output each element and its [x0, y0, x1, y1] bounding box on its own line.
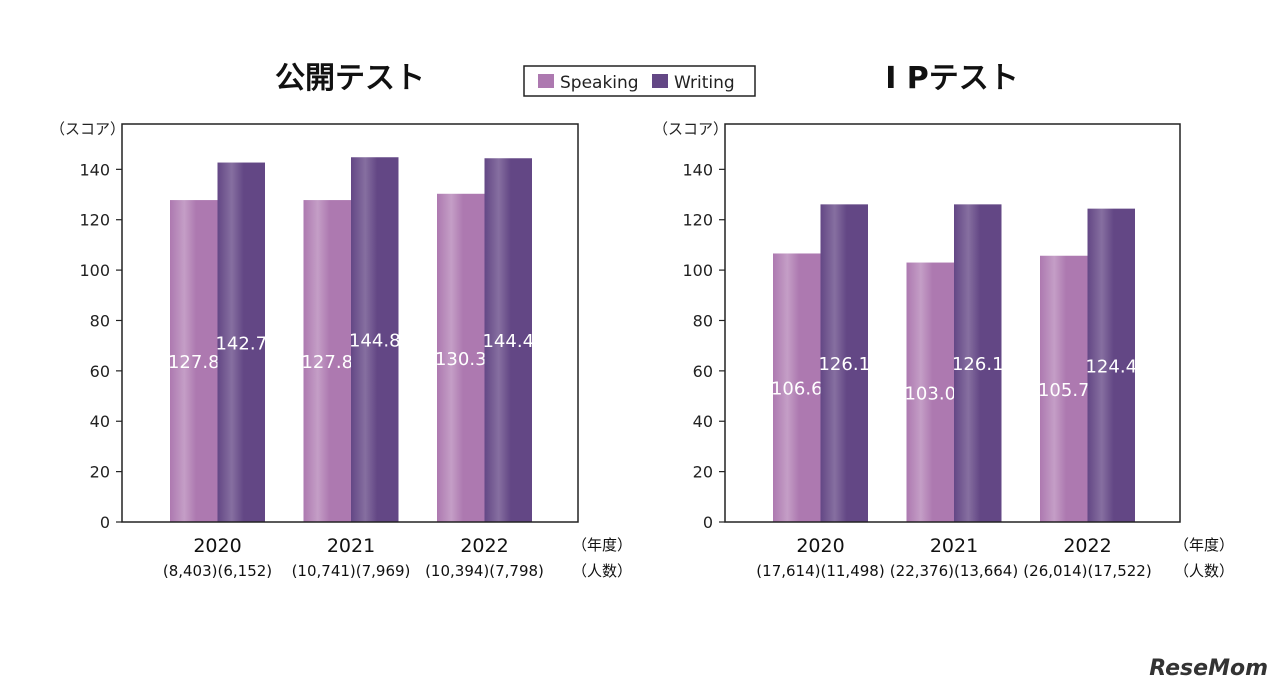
y-tick-label: 20 — [693, 463, 713, 482]
legend-label-writing: Writing — [674, 73, 735, 93]
data-label: 130.3 — [435, 349, 487, 370]
y-tick-label: 100 — [682, 261, 713, 280]
y-tick-label: 40 — [90, 412, 110, 431]
count-label: (10,741)(7,969) — [292, 562, 411, 580]
bar-writing — [484, 158, 532, 522]
x-tick-label: 2022 — [460, 535, 508, 557]
y-tick-label: 80 — [693, 311, 713, 330]
x-tick-label: 2020 — [796, 535, 844, 557]
chart-title: I Pテスト — [885, 61, 1019, 96]
legend-box — [523, 65, 756, 97]
data-label: 106.6 — [771, 379, 823, 400]
chart-title: 公開テスト — [275, 61, 425, 96]
plot-frame — [121, 123, 579, 523]
y-tick-label: 20 — [90, 463, 110, 482]
bar-writing — [1087, 208, 1135, 522]
bar-writing — [954, 204, 1002, 522]
data-label: 142.7 — [215, 333, 267, 354]
bar-writing — [820, 204, 868, 522]
count-label: (22,376)(13,664) — [890, 562, 1018, 580]
count-label: (17,614)(11,498) — [756, 562, 884, 580]
y-tick-label: 120 — [79, 211, 110, 230]
data-label: 144.4 — [482, 331, 534, 352]
data-label: 127.8 — [168, 352, 220, 373]
x-tick-label: 2020 — [193, 535, 241, 557]
data-label: 127.8 — [301, 352, 353, 373]
data-label: 103.0 — [904, 383, 956, 404]
bar-writing — [217, 162, 265, 522]
count-unit-label: （人数） — [572, 562, 632, 580]
y-tick-label: 0 — [100, 513, 110, 532]
chart-1: 公開テスト（スコア）020406080100120140127.8142.720… — [50, 61, 632, 580]
y-tick-label: 40 — [693, 412, 713, 431]
y-tick-label: 100 — [79, 261, 110, 280]
y-tick-label: 140 — [79, 160, 110, 179]
x-unit-label: （年度） — [572, 536, 632, 554]
y-tick-label: 140 — [682, 160, 713, 179]
chart-2: I Pテスト （スコア） 0 20 40 60 80 100 120 140 106.6 126.1 2… — [653, 61, 1234, 580]
count-label: (26,014)(17,522) — [1023, 562, 1151, 580]
data-label: 105.7 — [1038, 380, 1090, 401]
x-unit-label: （年度） — [1174, 536, 1234, 554]
bar-speaking — [906, 262, 954, 522]
data-label: 126.1 — [952, 354, 1004, 375]
y-tick-label: 60 — [90, 362, 110, 381]
x-tick-label: 2021 — [930, 535, 978, 557]
x-tick-label: 2022 — [1063, 535, 1111, 557]
y-tick-label: 80 — [90, 311, 110, 330]
legend-swatch-speaking — [538, 74, 554, 88]
y-axis-label: （スコア） — [50, 120, 125, 138]
bar-speaking — [303, 200, 351, 522]
legend-label-speaking: Speaking — [560, 73, 639, 93]
plot-frame — [724, 123, 1181, 523]
bar-writing — [351, 157, 399, 523]
bar-speaking — [170, 200, 218, 522]
y-tick-label: 120 — [682, 211, 713, 230]
count-label: (10,394)(7,798) — [425, 562, 544, 580]
bar-speaking — [1040, 255, 1088, 522]
data-label: 126.1 — [818, 354, 870, 375]
count-label: (8,403)(6,152) — [163, 562, 272, 580]
bar-speaking — [437, 193, 485, 523]
legend-swatch-writing — [652, 74, 668, 88]
y-tick-label: 60 — [693, 362, 713, 381]
count-unit-label: （人数） — [1174, 562, 1234, 580]
x-tick-label: 2021 — [327, 535, 375, 557]
data-label: 144.8 — [349, 331, 401, 352]
data-label: 124.4 — [1085, 356, 1137, 377]
bar-speaking — [773, 253, 821, 522]
logo: ReseMom — [1149, 656, 1268, 681]
y-axis-label: （スコア） — [653, 120, 728, 138]
y-tick-label: 0 — [703, 513, 713, 532]
legend: Speaking Writing — [523, 65, 756, 97]
